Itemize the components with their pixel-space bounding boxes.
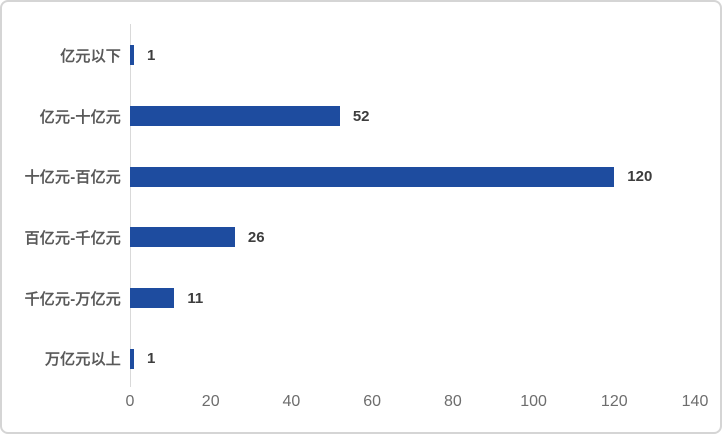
value-label: 1 (147, 350, 156, 368)
bar-row: 万亿元以上 1 (2, 328, 720, 389)
category-label: 亿元-十亿元 (39, 108, 121, 126)
bar (130, 106, 340, 126)
bar (130, 45, 135, 66)
bar (130, 288, 175, 309)
x-axis-tick-label: 40 (282, 393, 301, 410)
x-axis-tick-label: 20 (201, 393, 220, 410)
value-label: 26 (247, 228, 265, 246)
value-label: 1 (147, 46, 156, 64)
x-axis-tick-label: 60 (363, 393, 382, 410)
bar-row: 千亿元-万亿元 11 (2, 268, 720, 329)
bar-row: 十亿元-百亿元 120 (2, 146, 720, 207)
x-axis-tick-label: 0 (125, 393, 135, 410)
value-label: 11 (187, 289, 204, 307)
bar-row: 百亿元-千亿元 26 (2, 207, 720, 268)
bar-row: 亿元以下 1 (2, 25, 720, 86)
bar (130, 166, 615, 187)
value-label: 120 (627, 168, 653, 186)
x-axis-tick-label: 80 (443, 393, 462, 410)
category-label: 千亿元-万亿元 (24, 290, 121, 308)
category-label: 亿元以下 (60, 47, 121, 65)
category-label: 万亿元以上 (44, 351, 121, 369)
bar-track: 120 (130, 166, 695, 187)
x-axis-tick-label: 120 (600, 393, 628, 410)
x-axis: 0 20 40 60 80 100 120 140 (126, 393, 709, 415)
bar-track: 52 (130, 106, 695, 126)
value-label: 52 (352, 107, 370, 125)
category-label: 百亿元-千亿元 (24, 229, 121, 247)
y-axis-line (130, 24, 131, 387)
bar-row: 亿元-十亿元 52 (2, 86, 720, 147)
bar (130, 348, 135, 369)
bar-rows: 亿元以下 1 亿元-十亿元 52 十亿元-百亿元 120 百亿元-千亿元 (2, 25, 720, 389)
bar (130, 227, 235, 248)
category-label: 十亿元-百亿元 (24, 169, 121, 187)
bar-track: 1 (130, 45, 695, 66)
bar-track: 11 (130, 288, 695, 309)
bar-track: 1 (130, 348, 695, 369)
x-axis-tick-label: 140 (681, 393, 709, 410)
bar-track: 26 (130, 227, 695, 248)
x-axis-tick-label: 100 (520, 393, 547, 410)
